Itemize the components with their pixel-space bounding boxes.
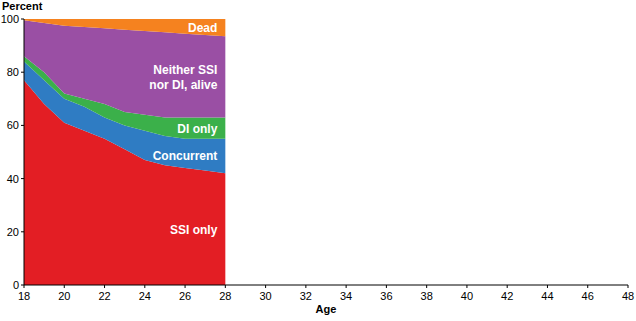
y-tick	[21, 125, 24, 126]
y-tick	[21, 178, 24, 179]
x-tick-label: 32	[300, 290, 312, 302]
x-tick	[466, 285, 467, 288]
y-tick-label: 20	[7, 226, 19, 238]
x-tick-label: 18	[18, 290, 30, 302]
x-tick-label: 22	[98, 290, 110, 302]
series-label: SSI only	[170, 223, 218, 237]
x-tick	[104, 285, 105, 288]
y-tick-label: 80	[7, 66, 19, 78]
x-tick-label: 28	[219, 290, 231, 302]
x-tick	[628, 285, 629, 288]
x-tick-label: 26	[179, 290, 191, 302]
x-tick-label: 36	[380, 290, 392, 302]
y-axis	[24, 19, 25, 285]
x-tick-label: 42	[501, 290, 513, 302]
series-label: Concurrent	[153, 149, 218, 163]
series-label-line: SSI only	[170, 223, 218, 237]
x-tick-label: 44	[541, 290, 553, 302]
x-tick	[386, 285, 387, 288]
x-tick-label: 34	[340, 290, 352, 302]
x-tick-label: 20	[58, 290, 70, 302]
x-tick	[507, 285, 508, 288]
y-tick-label: 60	[7, 119, 19, 131]
y-tick-label: 100	[1, 13, 19, 25]
y-tick	[21, 19, 24, 20]
area-3	[24, 20, 225, 117]
y-tick	[21, 72, 24, 73]
x-tick-label: 48	[622, 290, 634, 302]
x-tick	[346, 285, 347, 288]
x-tick	[265, 285, 266, 288]
y-tick	[21, 231, 24, 232]
series-label-line: Concurrent	[153, 149, 218, 163]
x-tick-label: 38	[421, 290, 433, 302]
x-tick	[587, 285, 588, 288]
y-tick-label: 40	[7, 173, 19, 185]
x-tick-label: 24	[139, 290, 151, 302]
x-tick	[225, 285, 226, 288]
chart: SSI only Concurrent DI only Neither SSInor …	[0, 0, 636, 321]
x-axis	[24, 285, 628, 286]
x-tick-label: 40	[461, 290, 473, 302]
x-tick	[144, 285, 145, 288]
x-tick	[305, 285, 306, 288]
areas	[24, 19, 225, 285]
series-label: Neither SSInor DI, alive	[149, 63, 217, 92]
series-label-line: DI only	[177, 122, 217, 136]
series-label-line: nor DI, alive	[149, 78, 217, 92]
x-tick-label: 30	[259, 290, 271, 302]
series-label: DI only	[177, 122, 217, 136]
series-label: Dead	[188, 21, 217, 35]
x-tick	[426, 285, 427, 288]
y-axis-label: Percent	[2, 0, 43, 12]
series-label-line: Neither SSI	[153, 63, 217, 77]
series-label-line: Dead	[188, 21, 217, 35]
x-tick	[64, 285, 65, 288]
area-4	[24, 19, 225, 36]
x-axis-label: Age	[316, 303, 337, 315]
x-tick	[185, 285, 186, 288]
x-tick	[24, 285, 25, 288]
x-tick-label: 46	[582, 290, 594, 302]
x-tick	[547, 285, 548, 288]
